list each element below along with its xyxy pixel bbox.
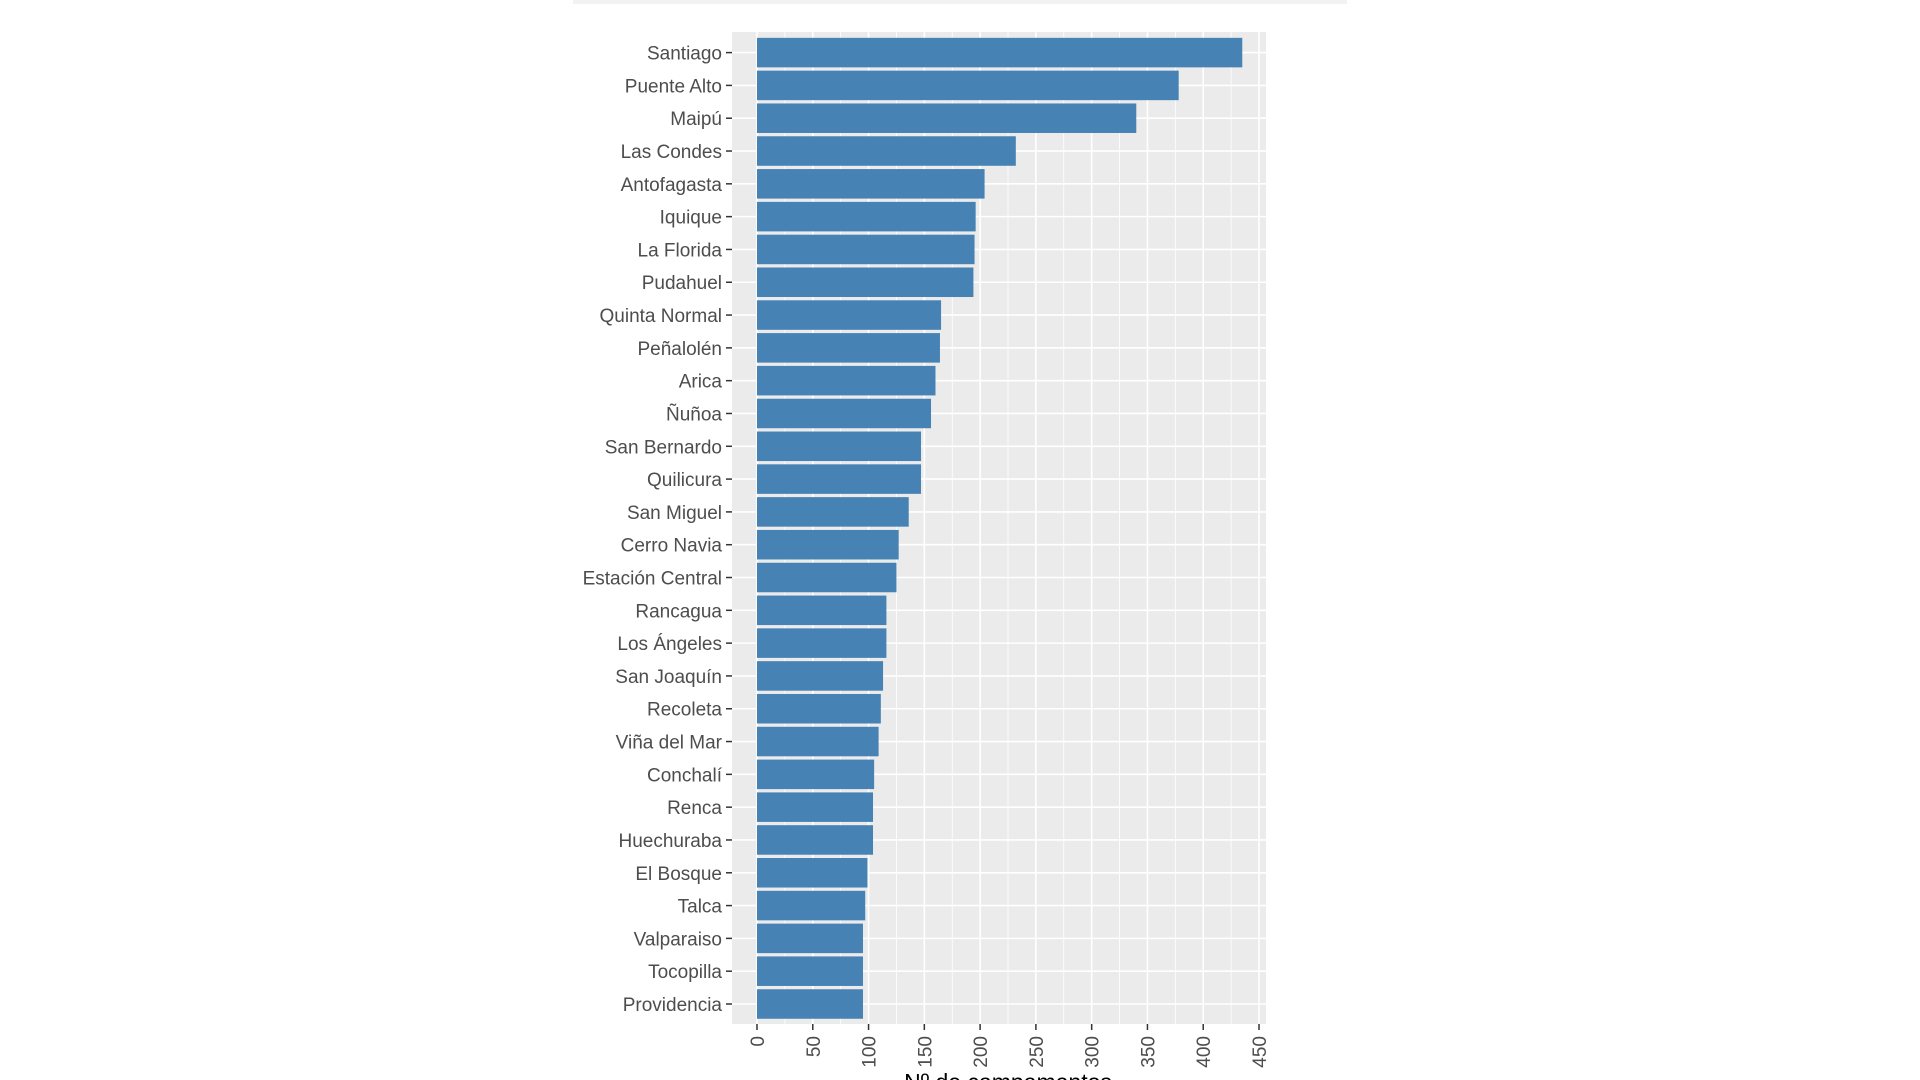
y-tick-label: Tocopilla [648, 962, 722, 983]
bar [757, 989, 863, 1019]
bar [757, 267, 974, 298]
x-tick-label: 300 [1083, 1036, 1104, 1068]
x-axis-title: Nº de campamentos [904, 1069, 1112, 1080]
y-tick-label: Las Condes [621, 142, 722, 163]
bar [757, 693, 881, 724]
y-tick-label: Peñalolén [637, 339, 722, 360]
x-tick-label: 350 [1138, 1036, 1159, 1068]
bar [757, 464, 921, 494]
bar [757, 431, 921, 462]
bar [757, 628, 887, 658]
bar [757, 169, 985, 199]
x-tick-label: 250 [1027, 1036, 1048, 1068]
y-tick-label: Recoleta [647, 700, 722, 721]
y-tick-label: Ñuñoa [666, 403, 722, 425]
bar [757, 70, 1179, 101]
bar [757, 923, 863, 954]
y-tick-label: Estación Central [583, 569, 722, 590]
bar [757, 365, 936, 396]
y-tick-label: Talca [678, 897, 723, 918]
bar [757, 858, 868, 888]
y-tick-label: Quilicura [647, 470, 722, 491]
x-tick-label: 0 [748, 1036, 769, 1047]
y-tick-label: La Florida [638, 240, 723, 261]
x-tick-label: 200 [971, 1036, 992, 1068]
x-tick-label: 150 [915, 1036, 936, 1068]
y-tick-label: Pudahuel [642, 273, 722, 294]
x-tick-label: 400 [1194, 1036, 1215, 1068]
top-divider [573, 0, 1347, 4]
bar [757, 759, 875, 790]
y-tick-label: Los Ángeles [617, 634, 722, 655]
bar [757, 661, 884, 691]
bar [757, 792, 874, 822]
bar [757, 103, 1137, 133]
bar [757, 595, 887, 626]
y-tick-label: Renca [667, 798, 722, 819]
bar [757, 956, 863, 986]
y-tick-label: San Joaquín [615, 667, 722, 688]
y-tick-label: Arica [679, 372, 723, 393]
bar [757, 726, 879, 757]
y-tick-label: San Miguel [627, 503, 722, 524]
y-tick-label: Puente Alto [625, 76, 722, 97]
y-tick-label: Antofagasta [621, 175, 723, 196]
y-tick-label: Huechuraba [618, 831, 722, 852]
bar [757, 529, 899, 560]
bar [757, 497, 909, 527]
y-tick-label: Conchalí [647, 765, 723, 786]
bar [757, 398, 932, 429]
bar [757, 890, 866, 921]
bars [757, 37, 1243, 1019]
bar [757, 234, 975, 265]
bar [757, 300, 942, 330]
bar [757, 562, 897, 593]
y-tick-label: Rancagua [635, 601, 722, 622]
y-tick-label: Iquique [660, 208, 722, 229]
y-tick-label: Valparaiso [634, 929, 722, 950]
x-tick-label: 50 [804, 1036, 825, 1057]
y-tick-label: Quinta Normal [600, 306, 723, 327]
bar [757, 333, 940, 363]
y-tick-label: El Bosque [635, 864, 722, 885]
y-tick-label: Providencia [623, 995, 723, 1016]
x-tick-label: 100 [860, 1036, 881, 1068]
bar [757, 201, 976, 232]
bar [757, 825, 874, 855]
y-tick-label: Cerro Navia [621, 536, 723, 557]
bar [757, 136, 1016, 166]
x-axis-ticks: 0 50 100 150 200 250 300 350 400 450 [748, 1024, 1271, 1068]
bar [757, 37, 1243, 68]
x-tick-label: 450 [1250, 1036, 1271, 1068]
y-tick-label: Viña del Mar [616, 733, 723, 754]
y-tick-label: Maipú [670, 109, 722, 130]
y-tick-label: Santiago [647, 44, 722, 65]
y-axis-labels: Santiago Puente Alto Maipú Las Condes Antofa… [583, 44, 732, 1016]
y-tick-label: San Bernardo [605, 437, 722, 458]
